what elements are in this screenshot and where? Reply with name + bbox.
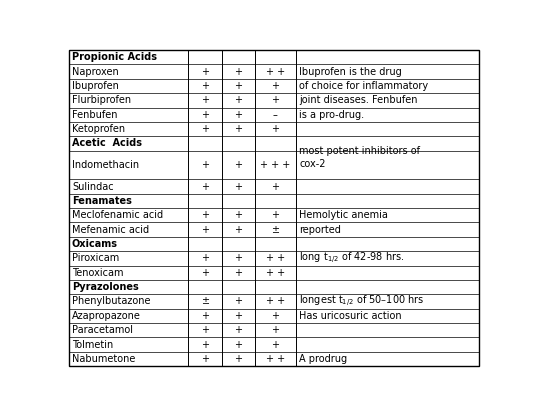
Text: Fenbufen: Fenbufen [72, 110, 117, 120]
Text: +: + [201, 311, 209, 321]
Text: +: + [234, 160, 242, 170]
Text: +: + [234, 95, 242, 105]
Text: ±: ± [271, 225, 279, 234]
Text: ±: ± [201, 296, 209, 307]
Text: +: + [271, 325, 279, 335]
Text: +: + [201, 160, 209, 170]
Text: Paracetamol: Paracetamol [72, 325, 133, 335]
Text: + +: + + [265, 67, 285, 77]
Text: Piroxicam: Piroxicam [72, 253, 119, 263]
Text: +: + [201, 339, 209, 349]
Text: +: + [201, 95, 209, 105]
Text: Nabumetone: Nabumetone [72, 354, 135, 364]
Text: + +: + + [265, 253, 285, 263]
Text: + +: + + [265, 354, 285, 364]
Text: +: + [201, 225, 209, 234]
Text: +: + [234, 325, 242, 335]
Text: +: + [271, 81, 279, 91]
Text: +: + [201, 268, 209, 278]
Text: +: + [234, 182, 242, 192]
Text: + +: + + [265, 296, 285, 307]
Text: +: + [201, 253, 209, 263]
Text: Azapropazone: Azapropazone [72, 311, 141, 321]
Text: Fenamates: Fenamates [72, 196, 132, 206]
Text: +: + [201, 110, 209, 120]
Text: is a pro-drug.: is a pro-drug. [299, 110, 365, 120]
Text: Indomethacin: Indomethacin [72, 160, 139, 170]
Text: +: + [234, 253, 242, 263]
Text: most potent inhibitors of
cox-2: most potent inhibitors of cox-2 [299, 146, 420, 169]
Text: Propionic Acids: Propionic Acids [72, 52, 157, 62]
Text: Tenoxicam: Tenoxicam [72, 268, 124, 278]
Text: +: + [201, 325, 209, 335]
Text: + +: + + [265, 268, 285, 278]
Text: reported: reported [299, 225, 341, 234]
Text: +: + [234, 110, 242, 120]
Text: +: + [271, 311, 279, 321]
Text: +: + [271, 182, 279, 192]
Text: Hemolytic anemia: Hemolytic anemia [299, 210, 388, 220]
Text: +: + [271, 124, 279, 134]
Text: A prodrug: A prodrug [299, 354, 348, 364]
Text: +: + [234, 67, 242, 77]
Text: Acetic  Acids: Acetic Acids [72, 138, 142, 148]
Text: Ibuprofen is the drug: Ibuprofen is the drug [299, 67, 402, 77]
Text: Pyrazolones: Pyrazolones [72, 282, 139, 292]
Text: long t$_{1/2}$ of 42-98 hrs.: long t$_{1/2}$ of 42-98 hrs. [299, 251, 405, 266]
Text: Has uricosuric action: Has uricosuric action [299, 311, 402, 321]
Text: Oxicams: Oxicams [72, 239, 118, 249]
Text: +: + [201, 354, 209, 364]
Text: Mefenamic acid: Mefenamic acid [72, 225, 149, 234]
Text: of choice for inflammatory: of choice for inflammatory [299, 81, 429, 91]
Text: Naproxen: Naproxen [72, 67, 119, 77]
Text: Sulindac: Sulindac [72, 182, 114, 192]
Text: +: + [234, 268, 242, 278]
Text: +: + [234, 354, 242, 364]
Text: Meclofenamic acid: Meclofenamic acid [72, 210, 163, 220]
Text: +: + [234, 210, 242, 220]
Text: Flurbiprofen: Flurbiprofen [72, 95, 131, 105]
Text: joint diseases. Fenbufen: joint diseases. Fenbufen [299, 95, 418, 105]
Text: +: + [201, 67, 209, 77]
Text: +: + [234, 339, 242, 349]
Text: longest t$_{1/2}$ of 50–100 hrs: longest t$_{1/2}$ of 50–100 hrs [299, 294, 425, 309]
Text: +: + [271, 95, 279, 105]
Text: Ketoprofen: Ketoprofen [72, 124, 125, 134]
Text: +: + [201, 210, 209, 220]
Text: +: + [234, 311, 242, 321]
Text: + + +: + + + [260, 160, 290, 170]
Text: Phenylbutazone: Phenylbutazone [72, 296, 150, 307]
Text: +: + [234, 81, 242, 91]
Text: +: + [271, 339, 279, 349]
Text: +: + [201, 182, 209, 192]
Text: –: – [273, 110, 278, 120]
Text: +: + [234, 225, 242, 234]
Text: +: + [271, 210, 279, 220]
Text: Tolmetin: Tolmetin [72, 339, 113, 349]
Text: +: + [234, 296, 242, 307]
Text: +: + [201, 124, 209, 134]
Text: +: + [234, 124, 242, 134]
Text: +: + [201, 81, 209, 91]
Text: Ibuprofen: Ibuprofen [72, 81, 119, 91]
